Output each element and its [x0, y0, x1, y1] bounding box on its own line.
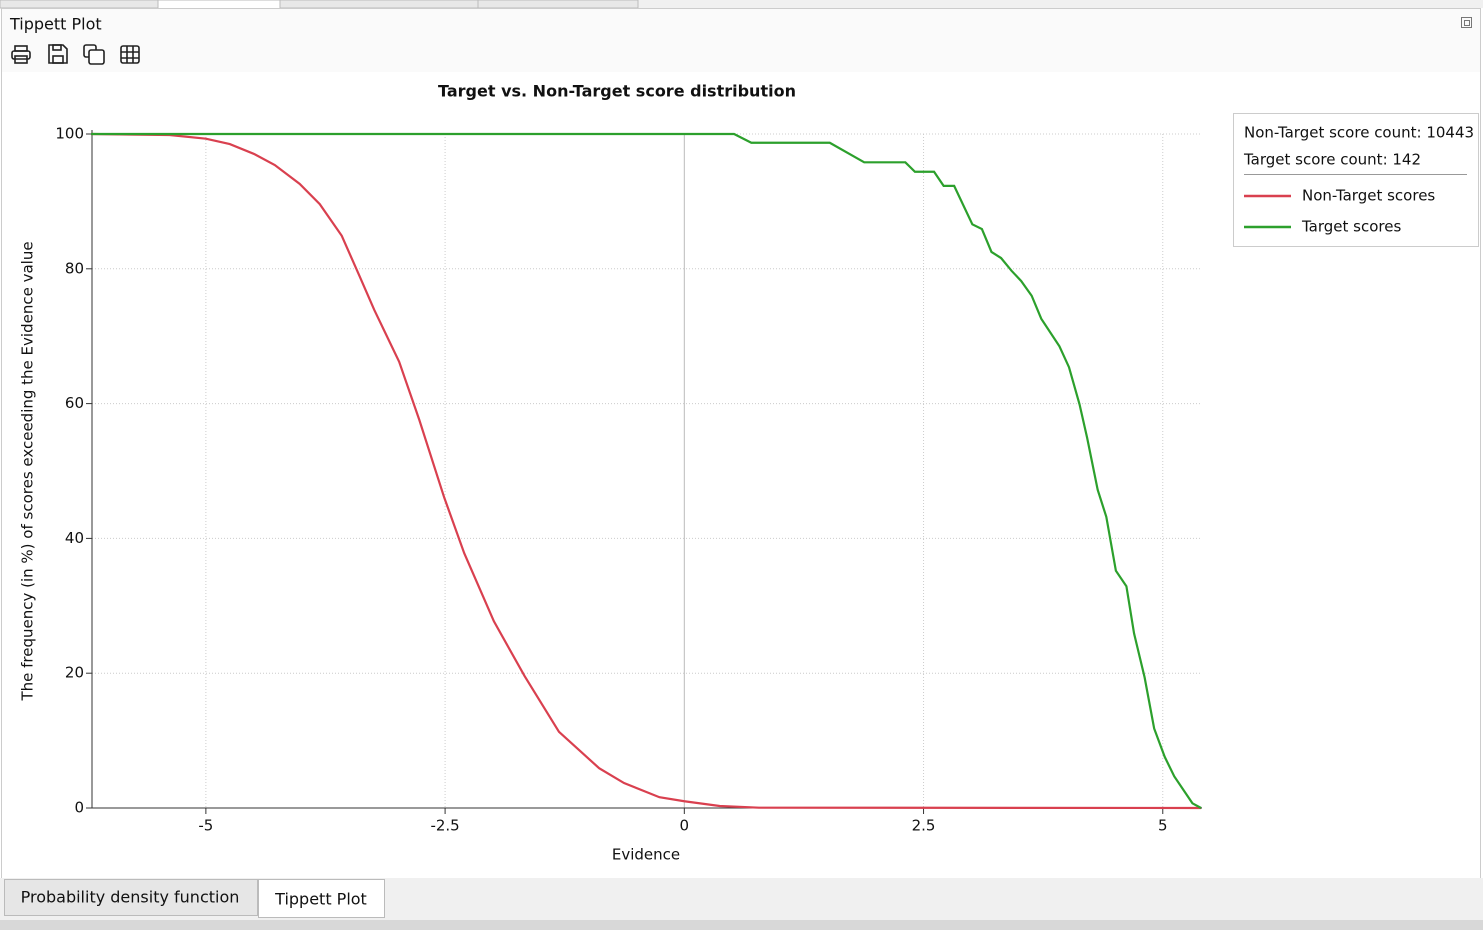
- panel-title: Tippett Plot: [9, 15, 102, 34]
- legend-label: Non-Target scores: [1302, 187, 1435, 205]
- save-icon[interactable]: [48, 44, 68, 64]
- tab-label[interactable]: Probability density function: [21, 888, 240, 907]
- y-tick-label: 100: [55, 125, 84, 143]
- x-tick-label: 5: [1158, 817, 1168, 835]
- tab-active[interactable]: [258, 879, 385, 918]
- table-icon[interactable]: [120, 45, 140, 64]
- top-tab[interactable]: [157, 0, 281, 10]
- y-tick-label: 60: [65, 394, 84, 412]
- tab[interactable]: [4, 879, 258, 916]
- y-tick-label: 0: [74, 799, 84, 817]
- x-tick-label: 0: [680, 817, 690, 835]
- y-tick-label: 80: [65, 259, 84, 277]
- bottom-edge: [0, 920, 1483, 930]
- legend-label: Target scores: [1301, 218, 1401, 236]
- tab-label[interactable]: Tippett Plot: [274, 890, 367, 909]
- restore-button[interactable]: [1461, 17, 1472, 28]
- series-line: [91, 132, 1202, 809]
- x-tick-label: -5: [198, 817, 213, 835]
- x-axis-label: Evidence: [612, 846, 680, 864]
- top-tabstrip: [0, 0, 1483, 8]
- x-tick-label: 2.5: [912, 817, 936, 835]
- top-tab[interactable]: [279, 0, 479, 9]
- y-tick-label: 40: [65, 529, 84, 547]
- copy-icon[interactable]: [83, 44, 105, 65]
- x-tick-label: -2.5: [430, 817, 459, 835]
- legend: [1233, 113, 1479, 247]
- top-tab[interactable]: [477, 0, 639, 9]
- y-tick-label: 20: [65, 664, 84, 682]
- top-tab[interactable]: [0, 0, 159, 9]
- legend-info: Non-Target score count: 10443: [1244, 124, 1474, 142]
- chart-title: Target vs. Non-Target score distribution: [438, 82, 796, 101]
- y-axis-label: The frequency (in %) of scores exceeding…: [19, 241, 37, 701]
- print-icon[interactable]: [11, 45, 31, 64]
- series-line: [91, 132, 1202, 810]
- legend-info: Target score count: 142: [1243, 151, 1421, 169]
